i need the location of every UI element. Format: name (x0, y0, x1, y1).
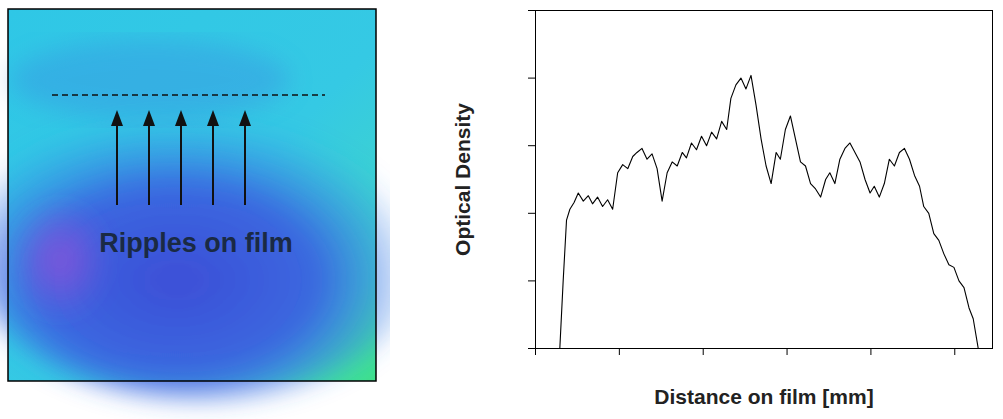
svg-text:Ripples on film: Ripples on film (99, 228, 293, 258)
svg-text:Optical Density: Optical Density (451, 103, 474, 256)
svg-text:Distance on film [mm]: Distance on film [mm] (654, 385, 873, 408)
